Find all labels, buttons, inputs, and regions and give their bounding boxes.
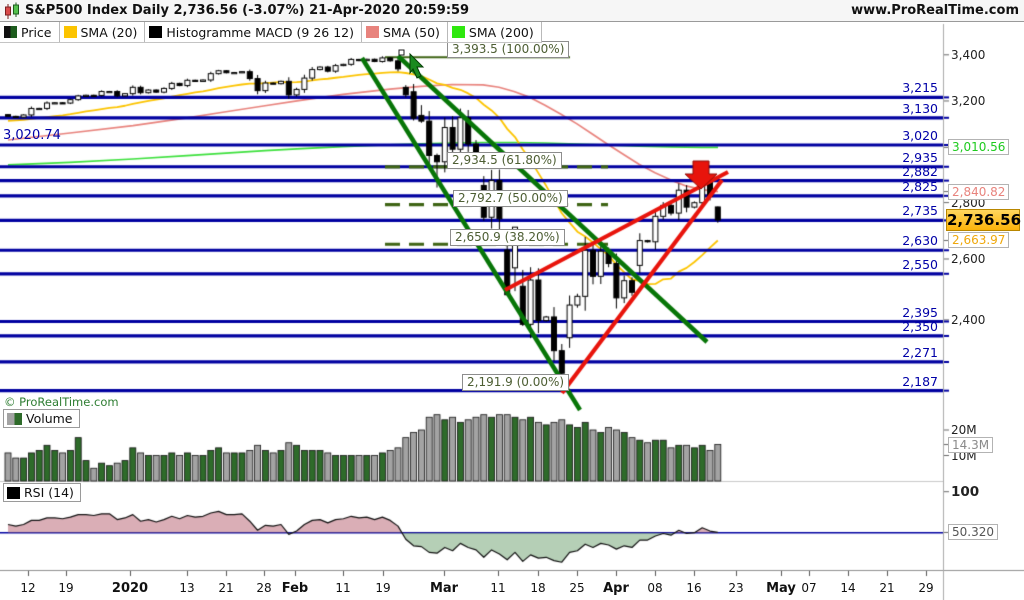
rsi-swatch-icon	[7, 486, 20, 499]
fibonacci-level-label: 2,792.7 (50.00%)	[453, 189, 568, 207]
volume-legend-label: Volume	[26, 411, 73, 426]
mouse-cursor-icon	[398, 49, 425, 79]
candlestick-logo-icon	[5, 2, 19, 19]
price-level-label: 2,550	[902, 256, 938, 272]
instrument-title: S&P500 Index Daily 2,736.56 (-3.07%) 21-…	[25, 3, 470, 18]
website-watermark: www.ProRealTime.com	[851, 3, 1019, 18]
price-level-label: 2,350	[902, 318, 938, 334]
time-axis-label: 19	[58, 581, 74, 595]
time-axis-label: 13	[179, 581, 195, 595]
time-axis-label: 23	[728, 581, 744, 595]
main-legend-bar: Price SMA (20) Histogramme MACD (9 26 12…	[0, 22, 542, 43]
sma200-swatch-icon	[451, 26, 465, 38]
fibonacci-level-label: 3,393.5 (100.00%)	[447, 41, 570, 59]
time-axis-label: 11	[490, 581, 506, 595]
legend-label: SMA (20)	[80, 24, 138, 40]
time-axis-label: 19	[375, 581, 391, 595]
volume-panel-legend[interactable]: Volume	[3, 409, 80, 428]
price-axis-label: 2,600	[951, 251, 986, 266]
copyright-watermark: © ProRealTime.com	[4, 395, 119, 409]
time-axis-label: Feb	[281, 581, 309, 596]
legend-label: Histogramme MACD (9 26 12)	[166, 24, 354, 40]
price-swatch-icon	[4, 26, 17, 38]
time-axis-label: 25	[569, 581, 585, 595]
title-bar: S&P500 Index Daily 2,736.56 (-3.07%) 21-…	[0, 0, 1024, 22]
indicator-value-tag: 2,840.82	[948, 183, 1010, 200]
legend-item-price[interactable]: Price	[0, 22, 60, 42]
time-axis-label: 08	[647, 581, 663, 595]
sma20-swatch-icon	[63, 26, 77, 38]
indicator-value-tag: 3,010.56	[948, 139, 1010, 156]
rsi-legend-label: RSI (14)	[24, 485, 74, 500]
price-level-label: 2,630	[902, 233, 938, 249]
price-level-label: 3,215	[902, 80, 938, 96]
time-axis-label: 11	[335, 581, 351, 595]
price-level-label: 2,882	[902, 163, 938, 179]
price-level-label: 2,735	[902, 203, 938, 219]
time-axis-label: Apr	[603, 581, 629, 596]
time-axis-label: 21	[218, 581, 234, 595]
time-axis-label: 16	[686, 581, 702, 595]
legend-item-sma200[interactable]: SMA (200)	[448, 22, 542, 42]
legend-item-sma50[interactable]: SMA (50)	[362, 22, 448, 42]
last-price-tag: 2,736.56	[946, 209, 1022, 232]
time-axis-label: May	[766, 581, 796, 596]
macd-swatch-icon	[149, 26, 163, 38]
price-axis-label: 3,200	[951, 93, 986, 108]
left-price-level-label: 3,020.74	[3, 127, 61, 143]
fibonacci-level-label: 2,934.5 (61.80%)	[447, 151, 562, 169]
fibonacci-level-label: 2,650.9 (38.20%)	[450, 229, 565, 247]
price-level-label: 2,935	[902, 149, 938, 165]
indicator-value-tag: 2,663.97	[948, 232, 1010, 249]
legend-item-macd[interactable]: Histogramme MACD (9 26 12)	[145, 22, 362, 42]
legend-item-sma20[interactable]: SMA (20)	[60, 22, 146, 42]
fibonacci-level-label: 2,191.9 (0.00%)	[462, 373, 570, 391]
rsi-value-tag: 50.320	[948, 524, 998, 541]
price-axis-label: 2,400	[951, 312, 986, 327]
time-axis-label: Mar	[429, 581, 459, 596]
legend-label: SMA (50)	[383, 24, 440, 40]
rsi-axis-label: 100	[951, 483, 980, 500]
volume-axis-label: 20M	[951, 423, 977, 437]
price-level-label: 2,271	[902, 344, 938, 360]
price-level-label: 3,020	[902, 128, 938, 144]
time-axis-label: 28	[256, 581, 272, 595]
time-axis-label: 12	[20, 581, 36, 595]
time-axis-label: 29	[918, 581, 934, 595]
price-axis-label: 3,400	[951, 47, 986, 62]
time-axis-label: 07	[801, 581, 817, 595]
legend-label: SMA (200)	[468, 24, 534, 40]
sma50-swatch-icon	[366, 26, 379, 38]
time-axis-label: 18	[530, 581, 546, 595]
price-level-label: 2,395	[902, 304, 938, 320]
price-level-label: 2,825	[902, 178, 938, 194]
volume-value-tag: 14.3M	[948, 436, 994, 453]
volume-swatch-icon	[7, 412, 22, 425]
time-axis-label: 14	[840, 581, 856, 595]
price-level-label: 2,187	[902, 373, 938, 389]
time-axis-label: 2020	[111, 581, 149, 596]
time-axis-label: 21	[879, 581, 895, 595]
price-level-label: 3,130	[902, 100, 938, 116]
legend-label: Price	[21, 24, 52, 40]
rsi-panel-legend[interactable]: RSI (14)	[3, 483, 81, 502]
